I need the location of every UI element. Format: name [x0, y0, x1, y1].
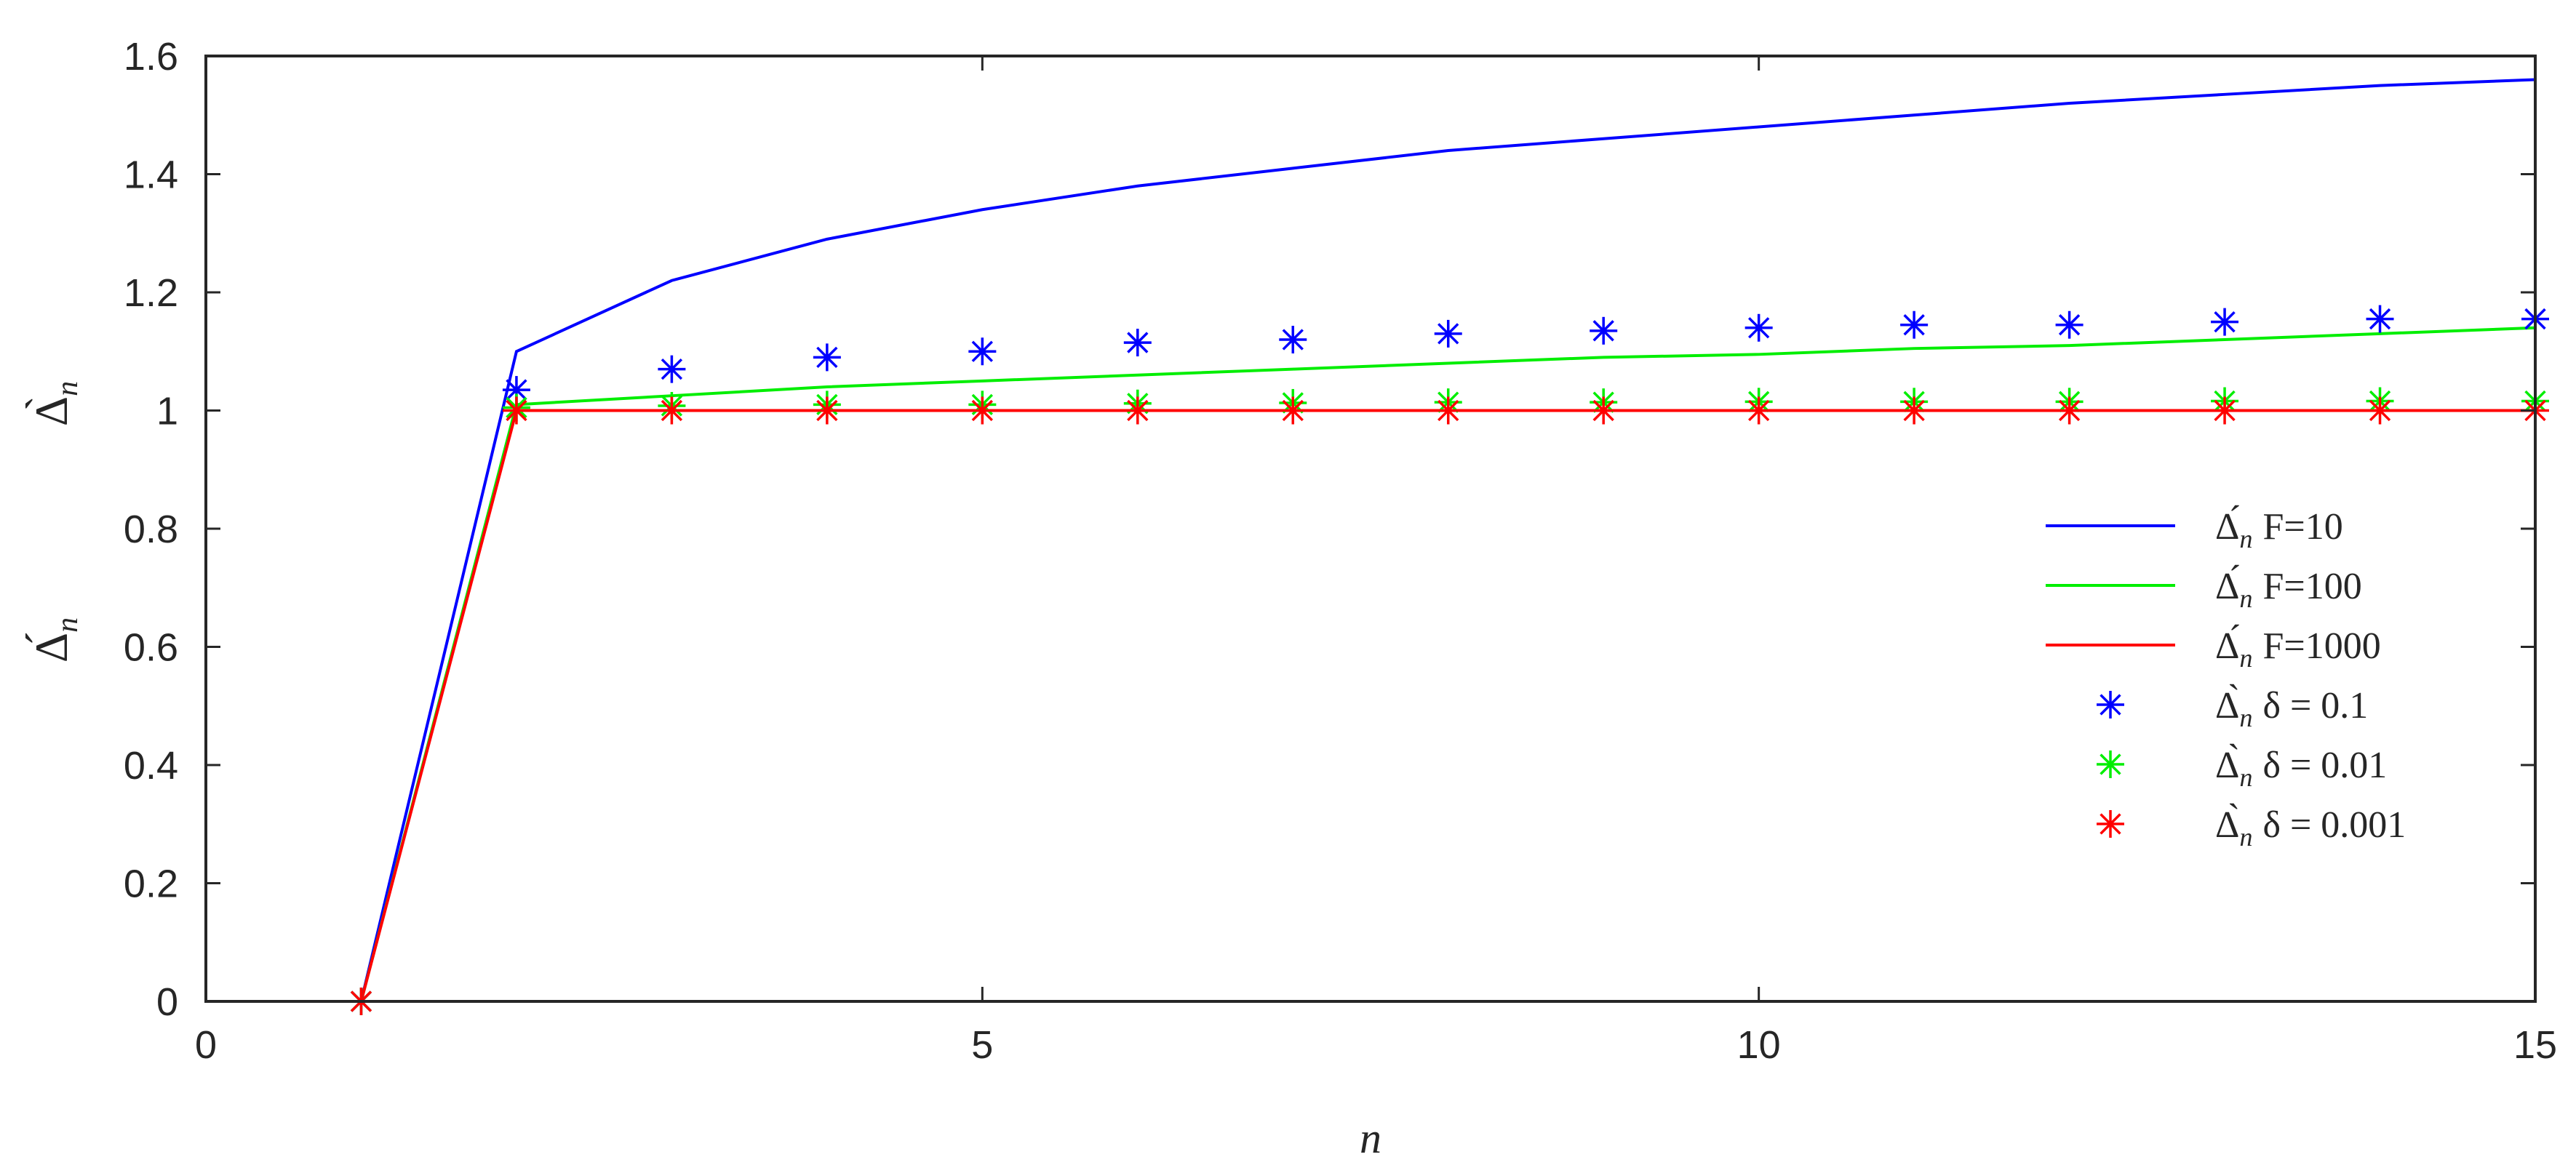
legend-swatch: [2097, 810, 2124, 838]
legend-swatch: [2097, 691, 2124, 718]
legend-label: Δ́n F=1000: [2215, 624, 2381, 673]
series-1: [359, 326, 2536, 1002]
data-point: [2366, 396, 2394, 425]
x-tick-label: 10: [1737, 1023, 1781, 1067]
data-point: [502, 396, 530, 425]
legend-item: Δ́n F=10: [2046, 505, 2343, 553]
legend-item: Δ̀n δ = 0.001: [2097, 803, 2406, 852]
legend-item: Δ̀n δ = 0.1: [2097, 684, 2368, 732]
legend-label: Δ̀n δ = 0.001: [2215, 803, 2406, 852]
series-line: [359, 326, 2536, 1002]
x-axis-label: n: [1360, 1114, 1381, 1162]
data-point: [1434, 319, 1462, 348]
legend-item: Δ́n F=100: [2046, 564, 2362, 613]
legend-swatch: [2097, 750, 2124, 778]
legend-label: Δ̀n δ = 0.01: [2215, 743, 2387, 792]
data-point: [1279, 326, 1307, 353]
series-line: [359, 409, 2535, 1002]
data-point: [1279, 396, 1307, 425]
data-point: [1744, 396, 1773, 425]
data-point: [813, 343, 841, 372]
data-point: [2055, 396, 2083, 425]
legend-label: Δ́n F=10: [2215, 505, 2343, 553]
x-tick-label: 5: [971, 1023, 993, 1067]
series-2: [359, 409, 2535, 1002]
legend-label: Δ̀n δ = 0.1: [2215, 684, 2368, 732]
series-0: [359, 78, 2536, 1002]
data-point: [1590, 396, 1618, 425]
data-point: [1123, 329, 1152, 357]
y-tick-label: 0.4: [124, 744, 178, 788]
data-point: [658, 396, 686, 425]
data-point: [658, 355, 686, 383]
data-point: [1900, 396, 1929, 425]
data-point: [2055, 311, 2083, 339]
y-axis-label: Δ̀n Δ́n: [25, 381, 84, 662]
data-point: [968, 396, 997, 425]
series-line: [359, 78, 2536, 1002]
y-tick-label: 0.6: [124, 626, 178, 670]
data-point: [813, 396, 841, 425]
y-tick-label: 0.2: [124, 862, 178, 906]
axis-ticks: 0 5 10 15 0 0.2 0.4 0.6 0.8 1 1.2 1.4 1.6: [124, 35, 2557, 1067]
data-point: [2211, 308, 2239, 336]
legend: Δ́n F=10 Δ́n F=100 Δ́n F=1000 Δ̀n δ = 0.1 Δ̀n δ =…: [2046, 505, 2406, 852]
data-point: [2211, 396, 2239, 425]
y-tick-label: 0: [156, 980, 178, 1024]
y-tick-label: 0.8: [124, 508, 178, 551]
legend-label: Δ́n F=100: [2215, 564, 2362, 613]
data-point: [1590, 316, 1618, 345]
data-point: [968, 337, 997, 366]
data-point: [1900, 311, 1929, 339]
y-tick-label: 1.2: [124, 271, 178, 315]
y-tick-label: 1.4: [124, 153, 178, 197]
y-tick-label: 1.6: [124, 35, 178, 79]
data-point: [1744, 313, 1773, 342]
y-tick-label: 1: [156, 390, 178, 433]
legend-item: Δ́n F=1000: [2046, 624, 2381, 673]
x-tick-label: 15: [2513, 1023, 2557, 1067]
y-axis-label-bottom: Δ́n: [25, 617, 84, 662]
data-point: [1123, 396, 1152, 425]
x-tick-label: 0: [195, 1023, 217, 1067]
y-axis-label-top: Δ̀n: [25, 381, 84, 426]
plot-frame: [204, 55, 2537, 1003]
legend-item: Δ̀n δ = 0.01: [2097, 743, 2387, 792]
data-point: [2366, 305, 2394, 333]
data-point: [1434, 396, 1462, 425]
